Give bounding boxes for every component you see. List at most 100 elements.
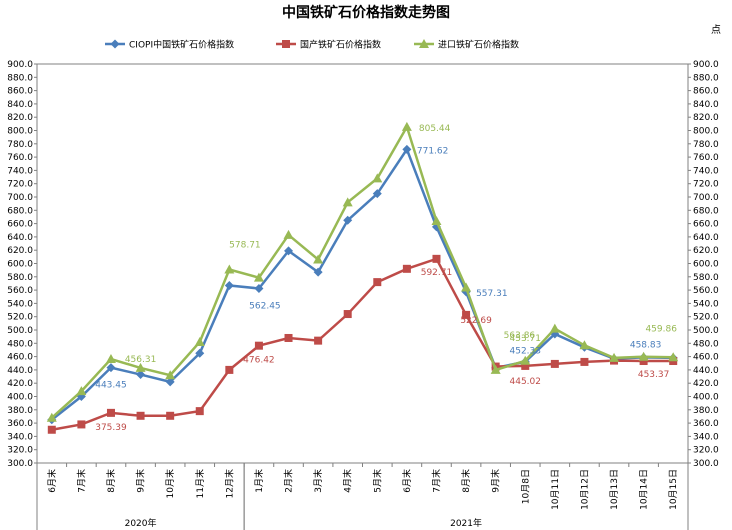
y-tick-label-left: 560.0: [7, 286, 33, 296]
data-point: [136, 411, 145, 420]
data-point: [372, 173, 383, 183]
y-tick-label-right: 640.0: [693, 233, 719, 243]
x-tick-label: 6月末: [46, 469, 58, 493]
data-label: 522.69: [460, 316, 492, 326]
data-point: [254, 283, 264, 293]
data-point: [284, 246, 294, 256]
y-tick-label-left: 540.0: [7, 299, 33, 309]
y-tick-label-right: 480.0: [693, 339, 719, 349]
y-unit-label: 点: [711, 24, 721, 36]
x-tick-label: 8月末: [460, 469, 472, 493]
y-tick-label-right: 540.0: [693, 299, 719, 309]
data-point: [343, 310, 352, 319]
y-tick-label-left: 400.0: [7, 393, 33, 403]
x-tick-label: 10月15日: [668, 469, 679, 510]
y-tick-label-right: 720.0: [693, 180, 719, 190]
x-tick-label: 10月12日: [579, 469, 590, 510]
x-tick-label: 10月8日: [520, 469, 531, 504]
y-tick-label-left: 340.0: [7, 432, 33, 442]
y-tick-label-left: 500.0: [7, 326, 33, 336]
data-point: [638, 351, 649, 361]
x-tick-label: 3月末: [312, 469, 324, 493]
y-tick-label-left: 880.0: [7, 73, 33, 83]
y-tick-label-right: 400.0: [693, 393, 719, 403]
data-label: 562.45: [249, 301, 281, 311]
data-point: [549, 323, 560, 333]
data-label: 375.39: [95, 423, 127, 433]
x-tick-label: 12月末: [223, 469, 235, 498]
x-tick-label: 7月末: [430, 469, 442, 493]
data-point: [373, 278, 382, 287]
x-tick-label: 4月末: [342, 469, 354, 493]
x-tick-label: 10月11日: [550, 469, 561, 510]
data-point: [76, 386, 87, 396]
year-group-label: 2021年: [450, 517, 482, 529]
y-tick-label-left: 820.0: [7, 113, 33, 123]
data-point: [401, 121, 412, 131]
data-point: [165, 377, 175, 387]
data-label: 592.71: [421, 268, 453, 278]
data-label-layer: 443.45 562.45 771.62 557.31 452.33 458.83 375.…: [95, 124, 677, 433]
year-group-label: 2020年: [125, 517, 157, 529]
y-tick-label-left: 600.0: [7, 260, 33, 270]
data-point: [166, 411, 175, 420]
y-tick-label-right: 840.0: [693, 100, 719, 110]
y-tick-label-right: 440.0: [693, 366, 719, 376]
data-point: [283, 229, 294, 239]
y-tick-label-right: 800.0: [693, 127, 719, 137]
data-point: [225, 365, 234, 374]
data-point: [313, 267, 323, 277]
y-tick-label-left: 620.0: [7, 246, 33, 256]
data-point: [253, 272, 264, 282]
data-point: [550, 359, 559, 368]
data-point: [431, 215, 442, 225]
y-tick-label-right: 820.0: [693, 113, 719, 123]
y-tick-label-right: 320.0: [693, 446, 719, 456]
data-point: [402, 264, 411, 273]
data-point: [521, 361, 530, 370]
data-point: [314, 336, 323, 345]
x-tick-label: 8月末: [105, 469, 117, 493]
y-tick-label-right: 780.0: [693, 140, 719, 150]
data-label: 453.37: [638, 370, 670, 380]
data-label: 443.45: [95, 381, 127, 391]
x-tick-label: 1月末: [253, 469, 265, 493]
data-label: 563.86: [504, 331, 536, 341]
data-point: [195, 348, 205, 358]
data-point: [579, 340, 590, 350]
data-point: [402, 144, 412, 154]
data-point: [105, 354, 116, 364]
data-point: [580, 357, 589, 366]
data-label: 805.44: [419, 124, 451, 134]
y-tick-label-right: 560.0: [693, 286, 719, 296]
data-point: [313, 254, 324, 264]
data-point: [490, 364, 501, 374]
y-tick-label-left: 860.0: [7, 87, 33, 97]
data-label: 458.83: [630, 340, 662, 350]
y-tick-label-right: 680.0: [693, 206, 719, 216]
data-point: [47, 425, 56, 434]
legend-label: 进口铁矿石价格指数: [438, 39, 519, 51]
y-tick-label-left: 680.0: [7, 206, 33, 216]
series-layer: [46, 121, 679, 434]
y-tick-label-right: 420.0: [693, 379, 719, 389]
x-tick-label: 7月末: [75, 469, 87, 493]
y-tick-label-left: 900.0: [7, 60, 33, 70]
data-label: 476.42: [243, 356, 275, 366]
data-point: [668, 352, 679, 362]
y-tick-label-right: 380.0: [693, 406, 719, 416]
axes: 300.0 300.0 320.0 320.0 340.0 340.0 360.0 360.0…: [7, 60, 719, 530]
data-label: 445.02: [510, 377, 542, 387]
y-tick-label-left: 800.0: [7, 127, 33, 137]
y-tick-label-right: 360.0: [693, 419, 719, 429]
y-tick-label-right: 900.0: [693, 60, 719, 70]
y-tick-label-left: 480.0: [7, 339, 33, 349]
y-tick-label-left: 660.0: [7, 220, 33, 230]
plot-area-frame: [36, 63, 689, 464]
y-tick-label-left: 840.0: [7, 100, 33, 110]
data-point: [639, 357, 648, 366]
data-point: [520, 355, 531, 365]
legend-label: 国产铁矿石价格指数: [300, 39, 381, 51]
data-point: [462, 310, 471, 319]
